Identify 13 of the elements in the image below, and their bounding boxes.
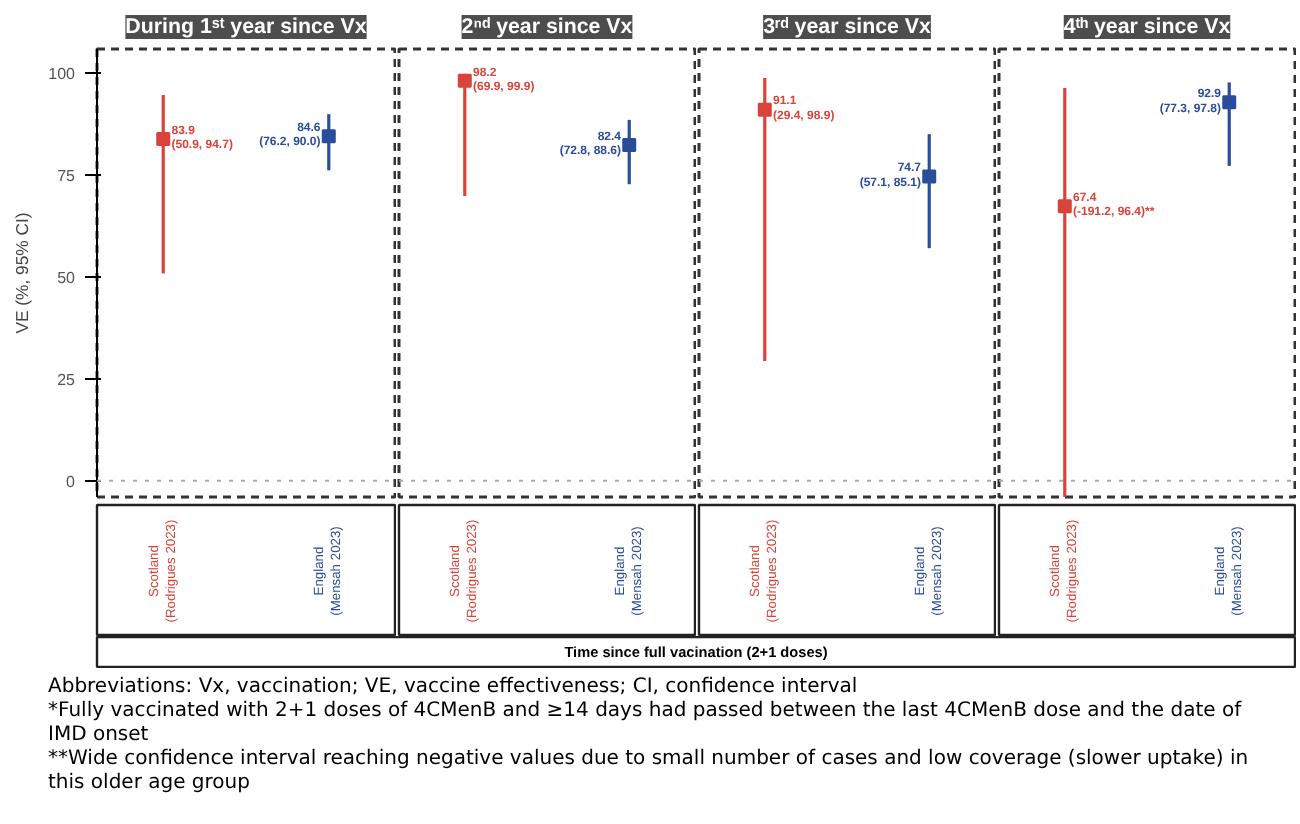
y-tick-label: 100	[48, 65, 77, 84]
text: *Fully vaccinated with 2+1 doses of 4CMenB and ≥14 days had passed between the last 4CMenB dose and the date of IMD onset	[48, 700, 1242, 746]
chart-title: 3ʳᵈ year since Vx	[763, 15, 932, 39]
y-tick-label: 75	[57, 167, 77, 186]
text: Abbreviations: Vx, vaccination; VE, vaccine effectiveness; CI, confidence interval	[48, 676, 858, 698]
y-tick-label: 50	[57, 269, 77, 288]
y-tick-label: 25	[57, 370, 77, 389]
y-tick-label: 0	[66, 472, 77, 491]
text: **Wide confidence interval reaching negative values due to small number of cases and low coverage (slower uptake) in this older age group	[48, 748, 1249, 794]
chart-title: 2ⁿᵈ year since Vx	[461, 15, 633, 39]
chart-title: 4ᵗʰ year since Vx	[1063, 15, 1231, 39]
y-axis-title: VE (%, 95% CI)	[12, 212, 33, 334]
chart-title: During 1ˢᵗ year since Vx	[125, 15, 367, 39]
